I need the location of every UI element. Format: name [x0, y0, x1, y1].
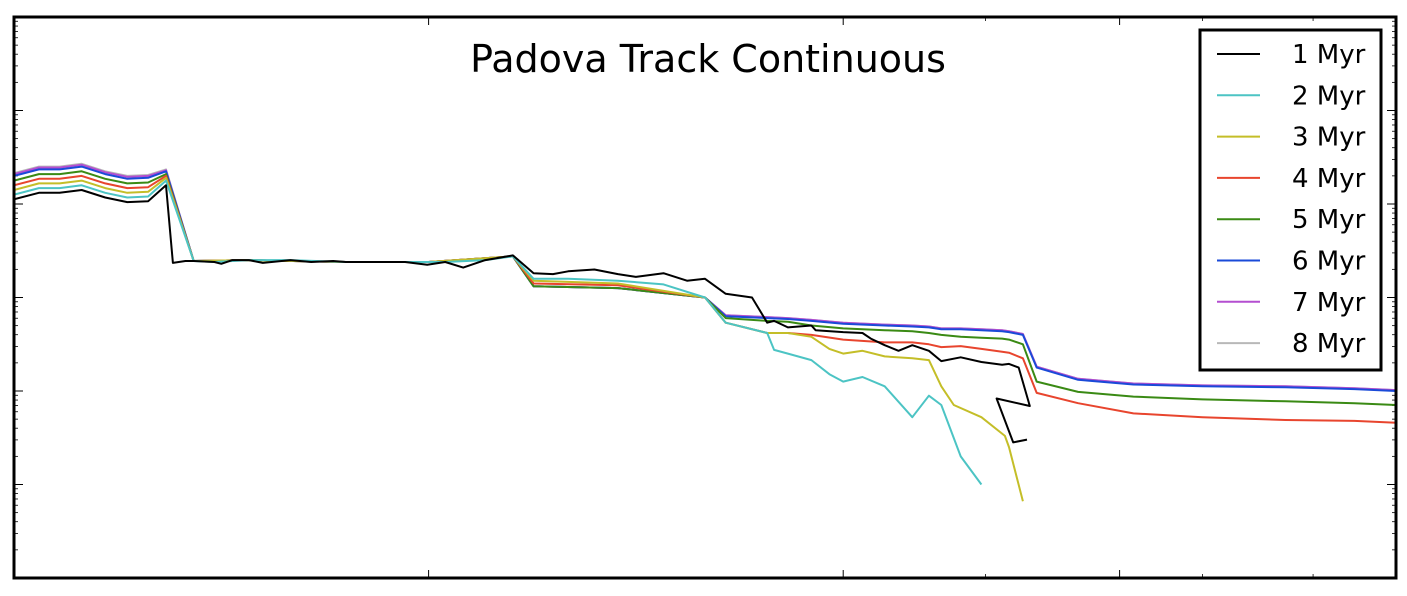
- legend-label: 7 Myr: [1292, 288, 1366, 318]
- legend-label: 4 Myr: [1292, 164, 1366, 194]
- legend: 1 Myr 2 Myr 3 Myr 4 Myr 5 Myr 6 Myr 7 Myr 8 Myr: [1198, 28, 1383, 372]
- legend-label: 2 Myr: [1292, 81, 1366, 111]
- chart-title: Padova Track Continuous: [470, 37, 946, 81]
- series-line-5: [14, 170, 1396, 406]
- legend-label: 3 Myr: [1292, 123, 1366, 153]
- series-lines: [14, 162, 1396, 502]
- series-line-8: [14, 162, 1396, 392]
- legend-label: 5 Myr: [1292, 205, 1366, 235]
- series-line-7: [14, 163, 1396, 392]
- series-line-2: [14, 179, 983, 486]
- legend-box: [1198, 28, 1383, 372]
- legend-label: 8 Myr: [1292, 329, 1366, 359]
- legend-label: 6 Myr: [1292, 247, 1366, 277]
- series-line-1: [14, 184, 1031, 444]
- series-line-6: [14, 165, 1396, 392]
- legend-label: 1 Myr: [1292, 40, 1366, 70]
- plot-frame: [12, 15, 1398, 580]
